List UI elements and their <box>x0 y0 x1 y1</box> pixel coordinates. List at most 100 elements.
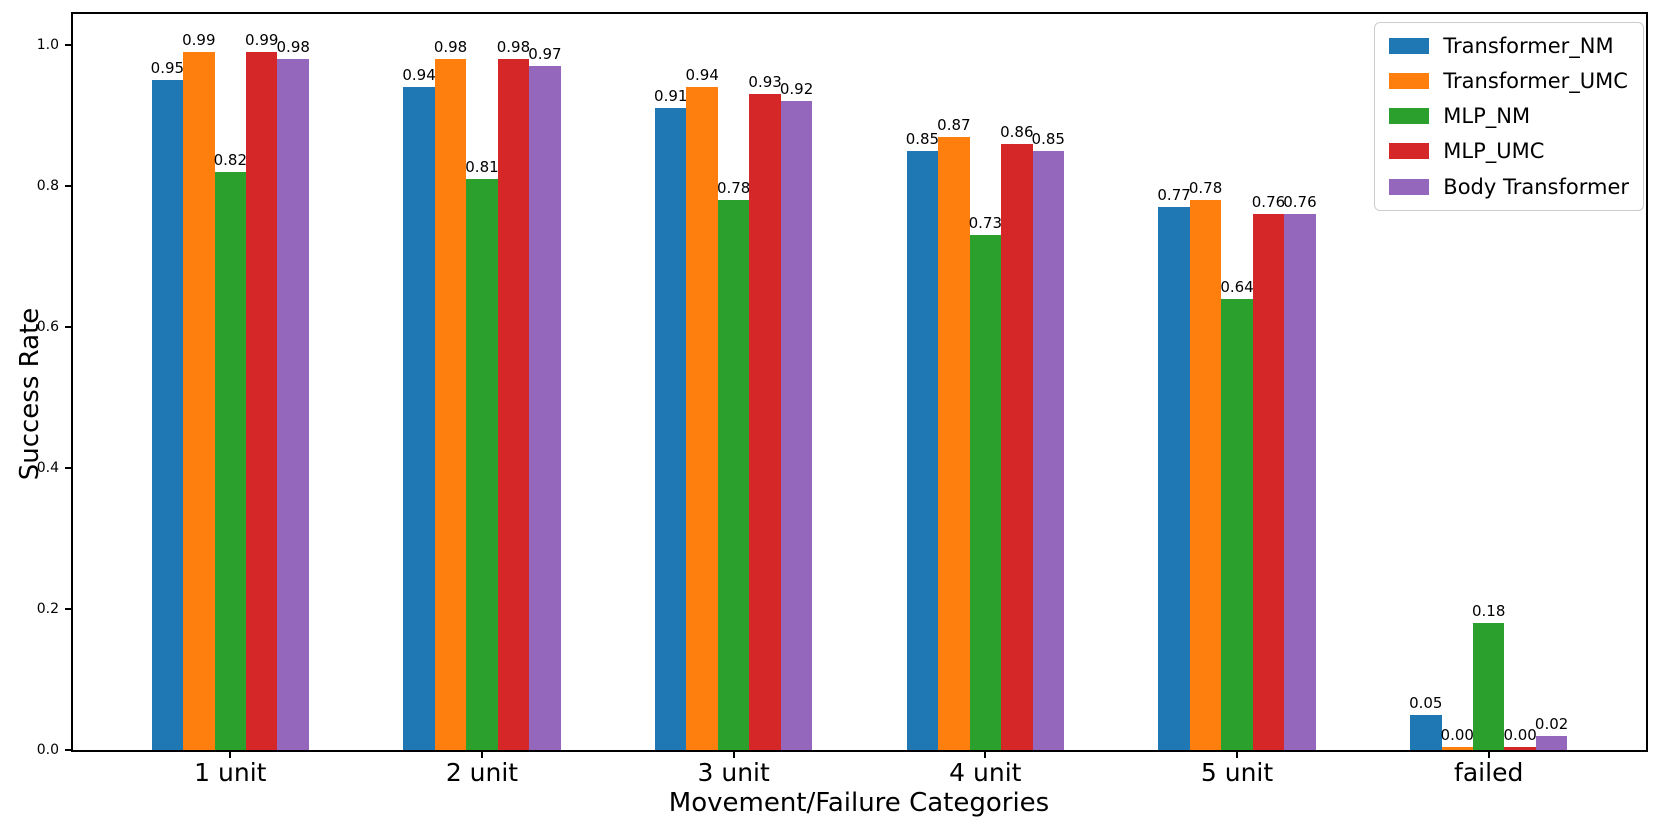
bar-value-label: 0.85 <box>1031 129 1065 148</box>
bar-value-label: 0.87 <box>937 115 971 134</box>
bar-value-label: 0.02 <box>1534 714 1569 733</box>
bar-value-label: 0.98 <box>496 38 531 57</box>
bar-value-label: 0.18 <box>1471 602 1506 621</box>
bar-value-label: 0.78 <box>1188 179 1223 198</box>
bar <box>1001 143 1033 750</box>
y-tick-label: 0.0 <box>36 742 59 758</box>
bar-value-label: 0.78 <box>716 179 751 198</box>
legend-item: Body Transformer <box>1389 175 1629 199</box>
bar <box>717 200 750 750</box>
bar <box>1158 207 1190 750</box>
bar <box>403 87 435 750</box>
x-tick <box>1236 752 1239 758</box>
bar-value-label: 0.00 <box>1440 726 1474 744</box>
bar-value-label: 0.86 <box>1000 122 1034 141</box>
bar-value-label: 0.82 <box>213 150 247 169</box>
bar-value-label: 0.77 <box>1157 186 1191 205</box>
y-tick <box>65 749 71 751</box>
bar <box>1252 214 1285 750</box>
bar <box>466 178 498 750</box>
legend-swatch <box>1389 38 1430 55</box>
bar-value-label: 0.76 <box>1283 193 1317 212</box>
y-tick <box>65 185 71 188</box>
legend-label: Transformer_UMC <box>1443 69 1628 94</box>
bar-value-label: 0.00 <box>1503 726 1537 744</box>
legend-swatch <box>1389 178 1430 195</box>
bar <box>1221 298 1253 750</box>
x-tick-label: 2 unit <box>445 758 519 787</box>
bar-value-label: 0.99 <box>182 31 216 50</box>
bar <box>749 94 781 750</box>
bar <box>1535 735 1568 750</box>
bar-value-label: 0.92 <box>779 80 814 99</box>
bar <box>434 59 467 750</box>
legend-swatch <box>1389 143 1430 160</box>
bar <box>969 235 1002 750</box>
y-tick-label: 0.4 <box>36 460 59 476</box>
bar-value-label: 0.94 <box>685 66 719 85</box>
bar-value-label: 0.98 <box>276 38 310 57</box>
x-tick <box>1487 752 1490 758</box>
legend: Transformer_NM Transformer_UMC MLP_NM MLP_U… <box>1374 22 1644 211</box>
x-tick <box>984 752 987 758</box>
legend-swatch <box>1389 108 1430 125</box>
bar <box>529 66 561 750</box>
y-tick <box>65 44 71 47</box>
x-tick-label: failed <box>1454 758 1524 787</box>
x-tick <box>480 752 483 758</box>
bar <box>1189 200 1222 750</box>
bar <box>246 52 278 750</box>
bar <box>497 59 530 750</box>
bar <box>1504 747 1536 750</box>
bar-value-label: 0.76 <box>1251 193 1286 212</box>
x-tick <box>229 752 232 758</box>
bar <box>780 101 813 750</box>
x-tick <box>732 752 735 758</box>
y-tick-label: 0.6 <box>36 319 59 335</box>
bar <box>655 108 687 750</box>
y-tick-label: 0.8 <box>36 178 59 194</box>
x-tick-label: 1 unit <box>194 758 267 787</box>
legend-item: Transformer_NM <box>1389 34 1629 58</box>
bar-value-label: 0.93 <box>748 73 782 92</box>
legend-swatch <box>1389 73 1430 90</box>
bar <box>686 87 718 750</box>
bar-value-label: 0.99 <box>245 31 279 50</box>
y-tick-label: 1.0 <box>36 37 59 54</box>
bar-value-label: 0.64 <box>1220 277 1254 296</box>
legend-label: Transformer_NM <box>1443 34 1614 58</box>
bar <box>1472 623 1505 750</box>
bar-value-label: 0.98 <box>433 38 468 57</box>
bar-value-label: 0.94 <box>402 66 436 85</box>
bar <box>1410 714 1442 750</box>
legend-label: MLP_NM <box>1443 104 1531 129</box>
bar <box>214 171 247 750</box>
bar <box>183 52 215 750</box>
y-tick <box>65 467 71 470</box>
legend-label: MLP_UMC <box>1443 139 1545 164</box>
x-tick-label: 3 unit <box>697 758 770 787</box>
y-tick-label: 0.2 <box>36 601 59 617</box>
y-tick <box>65 326 71 329</box>
bar-value-label: 0.95 <box>150 59 185 78</box>
plot-area: 0.0 0.2 0.4 0.6 0.8 1.0 1 unit 0.95 0.99 0.82 0.99… <box>37 12 1648 785</box>
legend-item: Transformer_UMC <box>1389 69 1629 93</box>
bar <box>906 150 939 750</box>
bar-value-label: 0.91 <box>654 87 688 106</box>
legend-item: MLP_NM <box>1389 104 1629 128</box>
legend-item: MLP_UMC <box>1389 139 1629 163</box>
bar <box>1032 150 1064 750</box>
y-tick <box>65 608 71 611</box>
legend-label: Body Transformer <box>1443 174 1629 199</box>
x-tick-label: 4 unit <box>949 758 1022 787</box>
bar <box>151 80 184 750</box>
bar-value-label: 0.05 <box>1409 693 1443 712</box>
bar <box>277 59 309 750</box>
bar-value-label: 0.85 <box>905 129 940 148</box>
bar-value-label: 0.81 <box>465 157 499 176</box>
bar-value-label: 0.73 <box>968 214 1003 233</box>
bar <box>938 136 970 750</box>
x-axis-title: Movement/Failure Categories <box>668 788 1050 818</box>
bar-value-label: 0.97 <box>528 45 562 64</box>
